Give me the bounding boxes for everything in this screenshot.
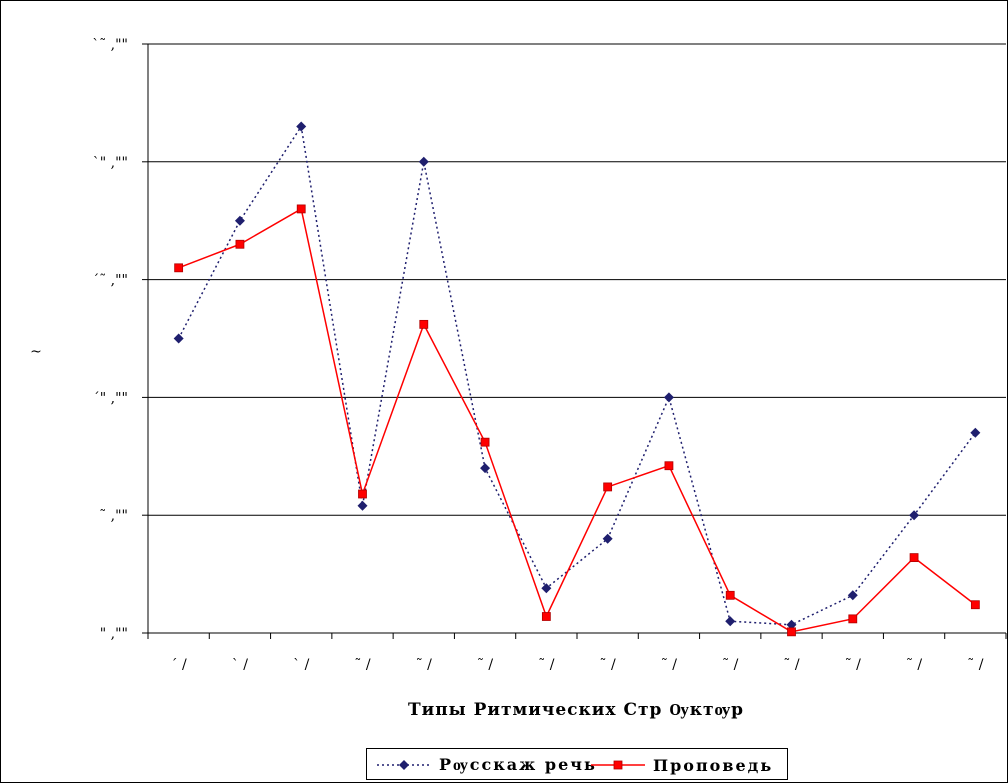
x-tick-label-1: ` / [232, 657, 248, 673]
y-tick-label-2: ´" ,"" [93, 390, 128, 406]
series-2-point-10 [788, 628, 796, 636]
legend-item-series-1: Рѹсскаж речь [375, 749, 597, 781]
x-tick-label-4: ˜ / [416, 657, 432, 673]
series-1-point-0 [174, 334, 184, 344]
gridlines [142, 44, 1006, 633]
series-1-point-2 [296, 121, 306, 131]
x-tick-labels: ´ / ` / ` / ˜ / ˜ / ˜ / ˜ / ˜ / ˜ / ˜ / ˜ / ˜ / ˜ / ˜… [148, 633, 1006, 673]
y-tick-label-0: " ,"" [100, 626, 128, 642]
series-2-point-5 [481, 438, 489, 446]
series-2-point-8 [665, 462, 673, 470]
x-axis-title: Типы Ритмических Стр Ѹктѹр [408, 700, 744, 720]
legend-item-series-2: Проповедь [589, 749, 773, 781]
legend-swatch-series-1 [375, 749, 433, 781]
series-2-point-4 [420, 320, 428, 328]
y-tick-label-4: `" ,"" [93, 155, 128, 171]
series-layer [174, 121, 981, 635]
series-2-point-0 [175, 264, 183, 272]
series-2-point-12 [910, 554, 918, 562]
x-tick-label-5: ˜ / [477, 657, 493, 673]
series-2-point-3 [359, 490, 367, 498]
series-2-point-11 [849, 615, 857, 623]
axes [148, 44, 1006, 633]
series-1-point-1 [235, 216, 245, 226]
legend-label-series-2: Проповедь [653, 756, 773, 775]
series-1-point-4 [419, 157, 429, 167]
legend-swatch-series-2 [589, 749, 647, 781]
y-tick-label-1: ˜ ,"" [99, 508, 128, 524]
x-tick-label-8: ˜ / [661, 657, 677, 673]
series-1-point-5 [480, 463, 490, 473]
series-2-point-2 [297, 205, 305, 213]
legend-label-series-1: Рѹсскаж речь [439, 755, 597, 775]
series-1-point-3 [358, 501, 368, 511]
x-tick-label-11: ˜ / [845, 657, 861, 673]
x-tick-label-6: ˜ / [538, 657, 554, 673]
x-tick-label-12: ˜ / [906, 657, 922, 673]
series-2-point-1 [236, 240, 244, 248]
x-tick-label-7: ˜ / [600, 657, 616, 673]
x-tick-label-9: ˜ / [722, 657, 738, 673]
series-1-point-7 [603, 534, 613, 544]
x-tick-label-10: ˜ / [783, 657, 799, 673]
y-axis-title: ~ [30, 344, 42, 360]
series-2-point-13 [971, 601, 979, 609]
y-tick-label-3: ´˜ ,"" [92, 273, 128, 289]
y-tick-label-5: `˜ ,"" [92, 37, 128, 53]
series-line-2 [179, 209, 976, 632]
x-tick-label-3: ˜ / [354, 657, 370, 673]
series-1-point-8 [664, 392, 674, 402]
x-tick-label-0: ´ / [171, 657, 187, 673]
x-tick-label-2: ` / [293, 657, 309, 673]
y-tick-labels: " ,"" ˜ ,"" ´" ,"" ´˜ ,"" `" ,"" `˜ ,"" [92, 37, 128, 642]
series-1-point-9 [725, 616, 735, 626]
series-1-point-13 [970, 428, 980, 438]
legend: Рѹсскаж речь Проповедь [366, 748, 788, 780]
series-2-point-9 [726, 591, 734, 599]
series-2-point-6 [542, 613, 550, 621]
series-2-point-7 [604, 483, 612, 491]
x-tick-label-13: ˜ / [967, 657, 983, 673]
